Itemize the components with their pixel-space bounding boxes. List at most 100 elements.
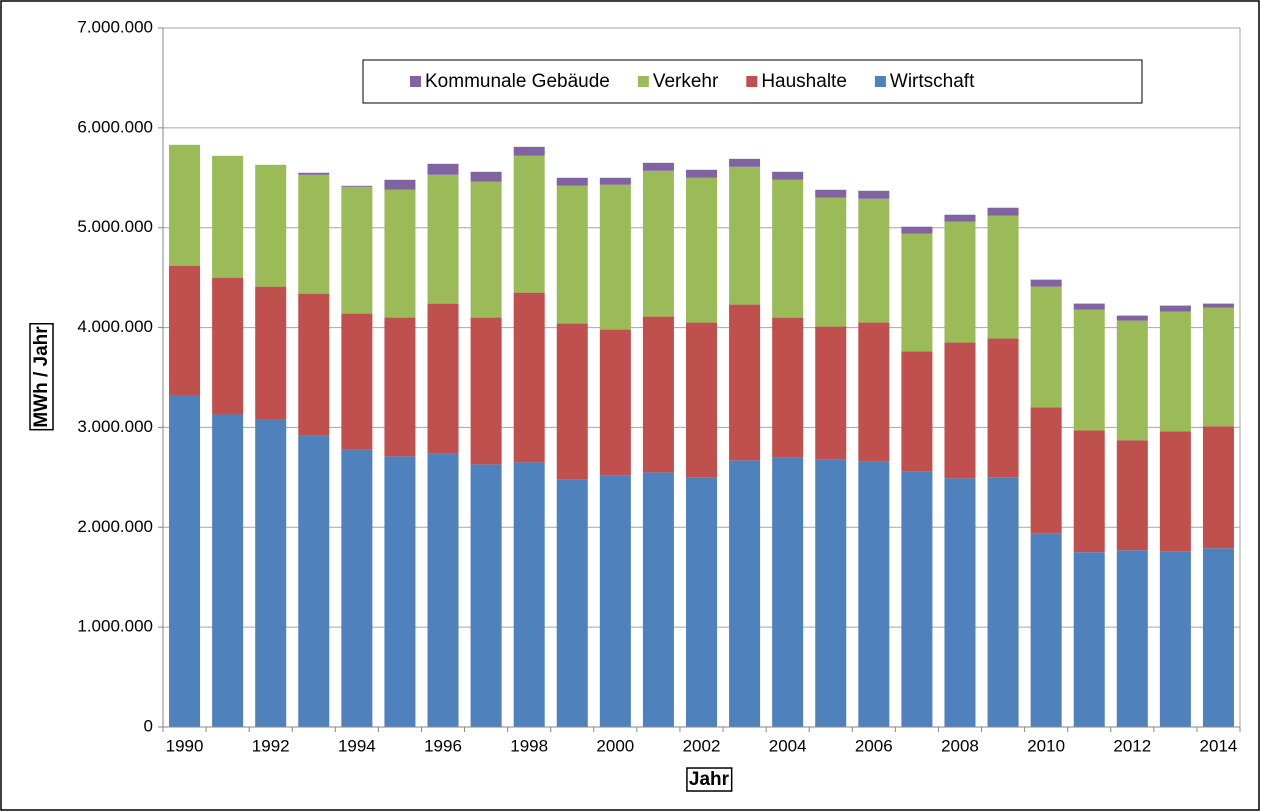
x-tick-label: 1994: [338, 736, 376, 755]
bar-segment: [1030, 407, 1062, 534]
bar-segment: [470, 464, 502, 727]
bar-segment: [298, 174, 330, 294]
bar-segment: [556, 177, 588, 186]
legend-swatch: [410, 76, 421, 87]
y-tick-label: 5.000.000: [77, 217, 153, 236]
bar-segment: [1159, 431, 1191, 552]
x-tick-label: 2008: [941, 736, 979, 755]
bar-segment: [212, 414, 244, 727]
bar-segment: [987, 215, 1019, 339]
bar-segment: [427, 303, 459, 454]
bar-segment: [815, 189, 847, 198]
bar-segment: [1159, 551, 1191, 727]
bar-segment: [1202, 303, 1234, 308]
x-tick-label: 1992: [252, 736, 290, 755]
bar-segment: [255, 164, 287, 287]
bar-segment: [815, 197, 847, 327]
bar-segment: [1030, 279, 1062, 287]
bar-segment: [1159, 311, 1191, 432]
bar-segment: [513, 146, 545, 156]
y-tick-label: 0: [144, 716, 153, 735]
bar-segment: [556, 479, 588, 727]
x-tick-label: 2004: [769, 736, 807, 755]
bar-segment: [1030, 286, 1062, 408]
bar-segment: [599, 475, 631, 727]
bar-segment: [729, 304, 761, 461]
axis-label-box: [29, 322, 54, 431]
bar-segment: [384, 179, 416, 190]
bar-segment: [1073, 309, 1105, 431]
bar-segment: [685, 477, 718, 727]
bar-segment: [255, 419, 287, 727]
bar-segment: [729, 158, 761, 167]
bar-segment: [901, 233, 933, 352]
bar-segment: [944, 214, 976, 222]
x-tick-label: 2000: [596, 736, 634, 755]
bar-segment: [341, 449, 373, 727]
legend: Kommunale Gebäude Verkehr Haushalte Wirtsch…: [362, 59, 1143, 104]
bar-segment: [1073, 552, 1105, 727]
bar-segment: [642, 170, 674, 317]
bar-segment: [685, 169, 718, 178]
legend-swatch: [746, 76, 758, 87]
y-tick-label: 4.000.000: [77, 317, 153, 336]
bar-segment: [944, 342, 976, 479]
bar-segment: [470, 317, 502, 465]
x-tick-label: 2010: [1027, 736, 1065, 755]
x-tick-label: 1996: [424, 736, 462, 755]
bar-segment: [1202, 426, 1234, 549]
bar-segment: [772, 179, 804, 318]
bar-segment: [772, 457, 804, 727]
bar-segment: [729, 460, 761, 727]
bar-segment: [384, 189, 416, 318]
bar-segment: [1202, 548, 1234, 727]
bar-segment: [599, 184, 631, 330]
legend-label: Wirtschaft: [890, 71, 975, 92]
bar-segment: [1116, 315, 1148, 321]
x-tick-label: 2002: [683, 736, 721, 755]
bar-segment: [470, 181, 502, 318]
bar-segment: [1116, 550, 1148, 727]
bar-segment: [815, 459, 847, 727]
bar-segment: [212, 277, 244, 415]
bar-segment: [901, 226, 933, 234]
y-tick-label: 6.000.000: [77, 117, 153, 136]
legend-label: Verkehr: [653, 71, 719, 92]
bar-segment: [212, 155, 244, 278]
bar-segment: [427, 163, 459, 175]
bar-segment: [556, 185, 588, 324]
bar-segment: [858, 461, 890, 727]
bar-segment: [858, 190, 890, 199]
bar-segment: [772, 171, 804, 180]
bar-segment: [599, 177, 631, 185]
bar-segment: [987, 207, 1019, 216]
x-tick-label: 1990: [166, 736, 204, 755]
bar-segment: [556, 323, 588, 480]
bar-segment: [169, 265, 201, 396]
bar-segment: [685, 322, 718, 478]
bar-segment: [858, 322, 890, 462]
legend-label: Kommunale Gebäude: [425, 71, 610, 92]
bar-segment: [1030, 533, 1062, 727]
axis-label-box: [686, 767, 733, 792]
bar-segment: [298, 435, 330, 727]
bar-segment: [427, 453, 459, 727]
bar-segment: [255, 286, 287, 420]
bar-segment: [944, 478, 976, 727]
bar-segment: [987, 477, 1019, 727]
y-tick-label: 7.000.000: [77, 17, 153, 36]
bar-segment: [772, 317, 804, 458]
legend-swatch: [637, 76, 649, 87]
bar-segment: [1073, 303, 1105, 310]
bar-segment: [341, 186, 373, 314]
bar-segment: [901, 471, 933, 727]
bar-segment: [384, 456, 416, 727]
legend-swatch: [874, 76, 886, 87]
x-axis-label: Jahr: [689, 769, 730, 790]
bar-segment: [298, 293, 330, 436]
bar-segment: [1116, 320, 1148, 441]
bar-segment: [1116, 440, 1148, 551]
bar-segment: [599, 329, 631, 476]
y-tick-label: 3.000.000: [77, 417, 153, 436]
